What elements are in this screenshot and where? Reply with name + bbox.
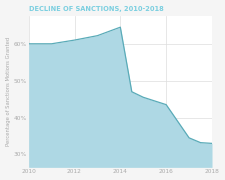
Text: DECLINE OF SANCTIONS, 2010-2018: DECLINE OF SANCTIONS, 2010-2018: [29, 6, 163, 12]
Y-axis label: Percentage of Sanctions Motions Granted: Percentage of Sanctions Motions Granted: [6, 37, 11, 146]
